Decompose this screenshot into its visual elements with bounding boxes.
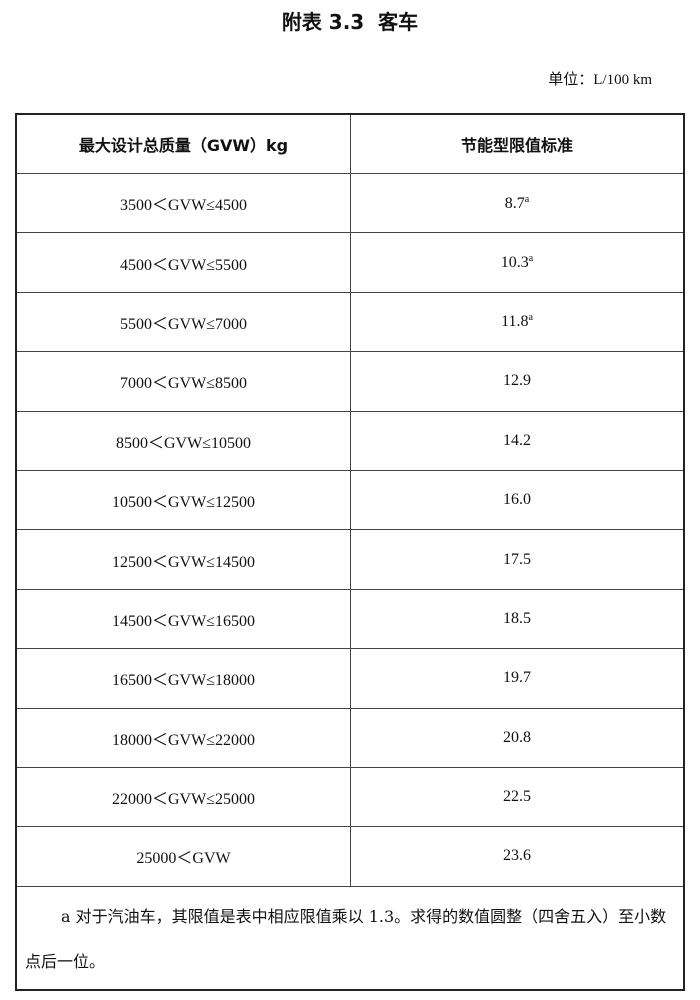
gvw-range: 22000＜GVW≤25000 [15, 766, 351, 828]
limit-value: 23.6 [503, 847, 531, 865]
limit-cell: 14.2 [350, 410, 685, 471]
limit-cell: 17.5 [350, 529, 685, 590]
table-row: 12500＜GVW≤14500 17.5 [15, 529, 685, 590]
gvw-range: 3500＜GVW≤4500 [15, 172, 351, 234]
limit-value: 8.7 [504, 194, 525, 212]
table-row: 16500＜GVW≤18000 19.7 [15, 648, 685, 709]
gvw-range: 4500＜GVW≤5500 [15, 232, 351, 293]
limit-value: 11.8 [501, 313, 529, 331]
limit-cell: 10.3a [350, 232, 685, 293]
limit-cell: 16.0 [350, 469, 685, 531]
table-body: 3500＜GVW≤4500 8.7a 4500＜GVW≤5500 10.3a 5500＜… [15, 172, 685, 991]
table-title: 附表 3.3 客车 [281, 10, 419, 34]
limit-cell: 23.6 [350, 826, 685, 887]
limit-cell: 18.5 [350, 588, 685, 650]
table-row: 14500＜GVW≤16500 18.5 [15, 588, 685, 650]
gvw-range: 7000＜GVW≤8500 [15, 351, 351, 412]
unit-label: 单位：L/100 km [548, 72, 652, 88]
limit-value: 16.0 [503, 491, 531, 509]
limit-value: 12.9 [503, 372, 531, 390]
limit-value: 17.5 [503, 550, 531, 568]
table-row: 4500＜GVW≤5500 10.3a [15, 232, 685, 293]
footnote-row: a 对于汽油车，其限值是表中相应限值乘以 1.3。求得的数值圆整（四舍五入）至小… [15, 885, 685, 991]
gvw-range: 5500＜GVW≤7000 [15, 291, 351, 353]
footnote-mark: a [528, 312, 533, 324]
standard-table: 最大设计总质量（GVW）kg 节能型限值标准 3500＜GVW≤4500 8.7a… [15, 113, 685, 991]
header-row: 最大设计总质量（GVW）kg 节能型限值标准 [15, 113, 685, 174]
limit-cell: 22.5 [350, 766, 685, 828]
gvw-range: 12500＜GVW≤14500 [15, 529, 351, 590]
gvw-range: 8500＜GVW≤10500 [15, 410, 351, 471]
table-row: 10500＜GVW≤12500 16.0 [15, 469, 685, 531]
limit-value: 10.3 [500, 254, 529, 272]
footnote-mark: a [524, 193, 530, 205]
table-row: 18000＜GVW≤22000 20.8 [15, 707, 685, 768]
gvw-range: 14500＜GVW≤16500 [15, 588, 351, 650]
limit-value: 14.2 [503, 431, 531, 449]
limit-cell: 19.7 [350, 648, 685, 709]
table-row: 3500＜GVW≤4500 8.7a [15, 172, 685, 234]
limit-cell: 11.8a [350, 291, 685, 353]
limit-value: 20.8 [503, 728, 531, 746]
footnote-mark: a [528, 253, 534, 265]
table-row: 25000＜GVW 23.6 [15, 826, 685, 887]
limit-value: 19.7 [503, 669, 531, 687]
gvw-range: 18000＜GVW≤22000 [15, 707, 351, 768]
column-header: 最大设计总质量（GVW）kg [15, 113, 351, 174]
limit-cell: 20.8 [350, 707, 685, 768]
gvw-range: 10500＜GVW≤12500 [15, 469, 351, 531]
table-row: 8500＜GVW≤10500 14.2 [15, 410, 685, 471]
limit-value: 18.5 [503, 609, 531, 627]
limit-cell: 12.9 [350, 351, 685, 412]
footnote: a 对于汽油车，其限值是表中相应限值乘以 1.3。求得的数值圆整（四舍五入）至小… [15, 885, 685, 991]
gvw-range: 16500＜GVW≤18000 [15, 648, 351, 709]
gvw-range: 25000＜GVW [15, 826, 351, 887]
table-row: 7000＜GVW≤8500 12.9 [15, 351, 685, 412]
limit-cell: 8.7a [350, 172, 685, 234]
table-row: 22000＜GVW≤25000 22.5 [15, 766, 685, 828]
limit-value: 22.5 [503, 788, 531, 806]
table-row: 5500＜GVW≤7000 11.8a [15, 291, 685, 353]
column-header: 节能型限值标准 [350, 113, 685, 174]
